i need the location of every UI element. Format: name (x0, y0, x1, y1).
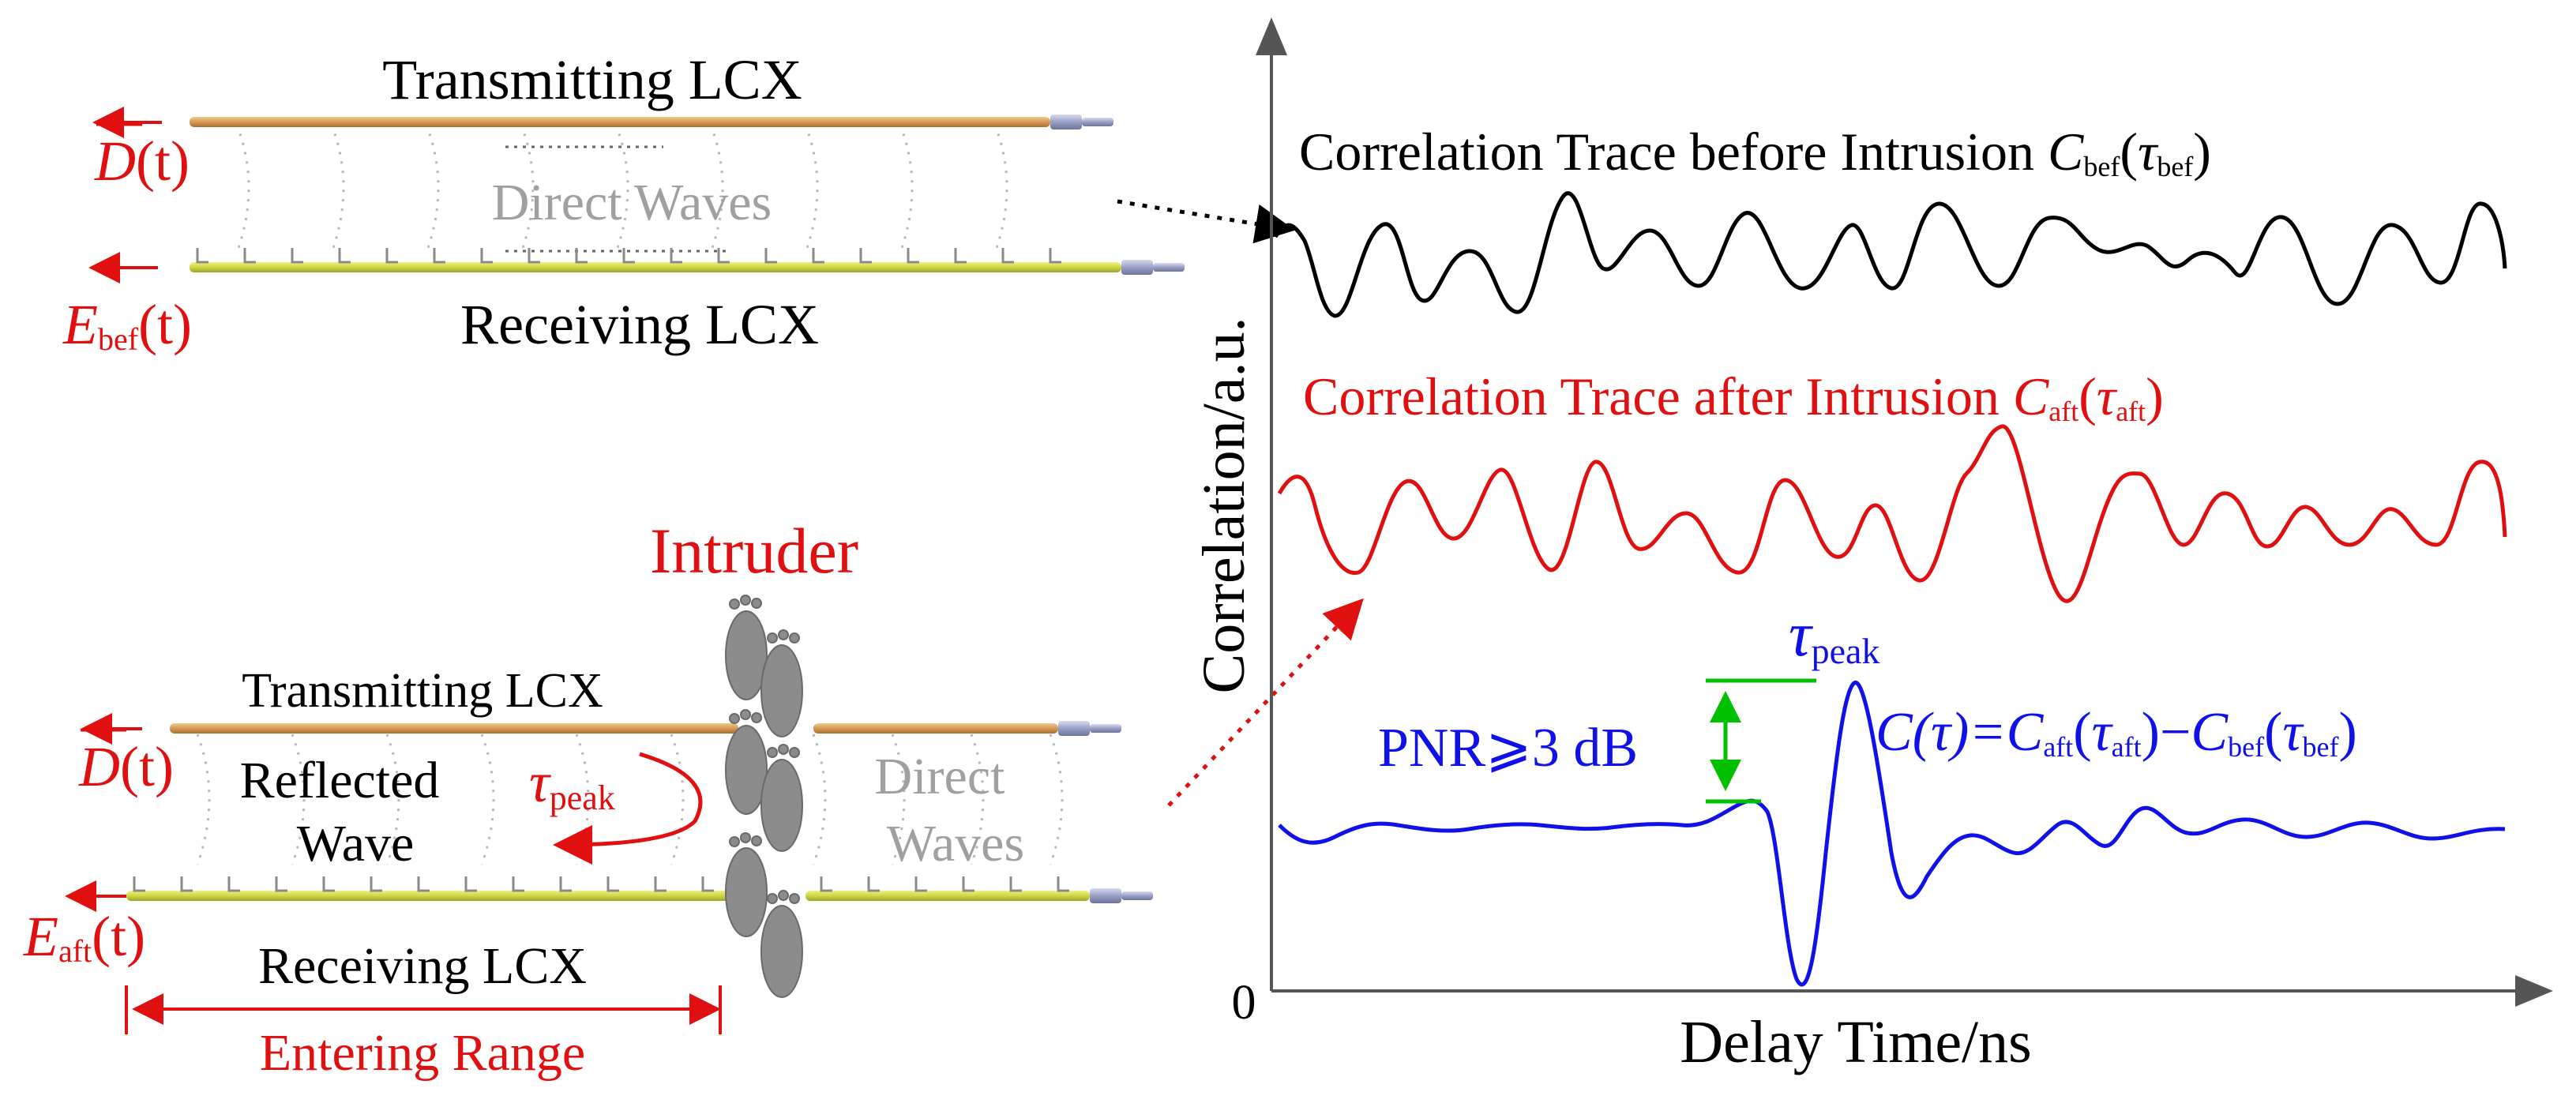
top-input-arg: (t) (136, 129, 190, 193)
difference-b-arg: τ (2282, 702, 2304, 763)
bottom-input-arg: (t) (120, 735, 174, 798)
trace-after-func: C (2013, 366, 2049, 426)
trace-difference-line (1278, 681, 2506, 987)
trace-after-prefix: Correlation Trace after Intrusion (1303, 366, 2013, 426)
direct-label-2: Waves (887, 815, 1024, 872)
after-connector-arrow (1167, 598, 1364, 807)
bottom-rx-label: Receiving LCX (258, 937, 587, 995)
top-input-base: D (94, 129, 136, 193)
bottom-input-signal: D(t) (78, 735, 174, 798)
reflected-wave-arrow (553, 752, 703, 865)
bottom-output-sub: aft (58, 933, 92, 969)
trace-before-label: Correlation Trace before Intrusion Cbef(… (1299, 122, 2211, 182)
trace-after-line (1277, 424, 2507, 603)
bottom-rx-cable (126, 888, 1153, 903)
trace-after-arg-sub: aft (2116, 396, 2146, 427)
x-axis-label: Delay Time/ns (1680, 1009, 2032, 1075)
intruder-label: Intruder (650, 515, 858, 587)
top-tx-cable (190, 114, 1113, 129)
footprints-icon (725, 595, 803, 998)
trace-before-arg-sub: bef (2157, 151, 2193, 182)
bottom-output-signal: Eaft(t) (23, 905, 145, 969)
bottom-input-base: D (78, 735, 120, 798)
top-rx-cable (190, 260, 1185, 275)
difference-b-func: C (2191, 702, 2229, 763)
bottom-slots (133, 876, 1069, 892)
top-slots (196, 248, 1061, 264)
difference-label: C(τ)=Caft(τaft)−Cbef(τbef) (1876, 702, 2357, 763)
bottom-output-base: E (23, 905, 58, 968)
trace-before-func-sub: bef (2083, 151, 2120, 182)
top-output-base: E (62, 293, 98, 356)
correlation-graph: 0 Delay Time/ns Correlation/a.u. Correla… (1191, 17, 2553, 1075)
graph-tau-peak: τpeak (1789, 600, 1879, 671)
difference-b-arg-sub: bef (2302, 731, 2338, 763)
bottom-tx-label: Transmitting LCX (242, 664, 603, 718)
pnr-label: PNR⩾3 dB (1378, 718, 1638, 779)
trace-after-arg: τ (2097, 366, 2118, 426)
difference-b-sub: bef (2228, 731, 2264, 763)
trace-after-label: Correlation Trace after Intrusion Caft(τ… (1303, 366, 2164, 427)
top-output-arg: (t) (138, 293, 192, 356)
before-connector-arrow (1117, 199, 1295, 244)
top-tx-label: Transmitting LCX (382, 48, 802, 111)
bottom-tau-peak: τpeak (529, 751, 615, 817)
y-axis-label: Correlation/a.u. (1191, 317, 1257, 694)
entering-range-label: Entering Range (260, 1024, 585, 1082)
trace-before-arg: τ (2138, 122, 2159, 182)
difference-lhs: C(τ)= (1876, 702, 2007, 763)
bottom-tx-cable (170, 721, 1121, 736)
difference-a-func: C (2007, 702, 2045, 763)
difference-a-arg-sub: aft (2112, 731, 2142, 763)
bottom-setup: Intruder Transmitting LCX Reflected Wave… (23, 515, 1153, 1082)
reflected-label-1: Reflected (240, 752, 440, 809)
difference-a-sub: aft (2043, 731, 2073, 763)
top-output-signal: Ebef(t) (62, 293, 192, 357)
top-output-sub: bef (98, 321, 139, 357)
trace-before-func: C (2048, 122, 2084, 182)
difference-minus: − (2160, 702, 2191, 763)
bottom-tau-sub: peak (550, 779, 615, 817)
top-setup: Transmitting LCX Direct Waves Receiving … (62, 48, 1185, 357)
top-input-signal: D(t) (94, 129, 190, 193)
top-rx-label: Receiving LCX (460, 293, 819, 356)
graph-tau-sub: peak (1812, 631, 1880, 671)
bottom-output-arg: (t) (92, 905, 145, 968)
graph-tau-base: τ (1789, 600, 1814, 670)
top-wave-arcs (235, 124, 1008, 253)
bottom-tau-base: τ (529, 751, 551, 814)
trace-before-line (1273, 191, 2507, 318)
difference-a-arg: τ (2092, 702, 2114, 763)
origin-label: 0 (1232, 976, 1256, 1030)
trace-before-prefix: Correlation Trace before Intrusion (1299, 122, 2048, 182)
top-waves-label: Direct Waves (492, 174, 772, 231)
reflected-label-2: Wave (297, 815, 415, 872)
trace-after-func-sub: aft (2048, 396, 2078, 427)
direct-label-1: Direct (875, 748, 1005, 805)
